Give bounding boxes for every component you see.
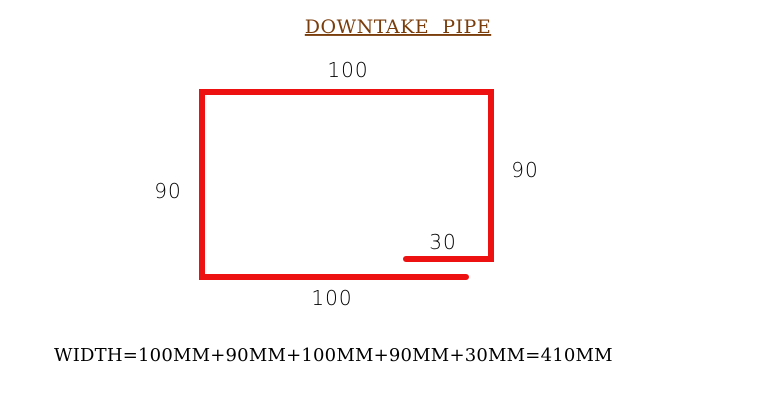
width-formula: WIDTH=100MM+90MM+100MM+90MM+30MM=410MM	[54, 345, 613, 366]
dimension-return-label: 30	[429, 230, 456, 254]
diagram-title: DOWNTAKE PIPE	[305, 16, 491, 38]
pipe-outline	[199, 89, 494, 280]
dimension-bottom-label: 100	[311, 286, 352, 310]
dimension-top-label: 100	[327, 58, 368, 82]
dimension-left-label: 90	[154, 179, 181, 203]
dimension-right-label: 90	[511, 158, 538, 182]
